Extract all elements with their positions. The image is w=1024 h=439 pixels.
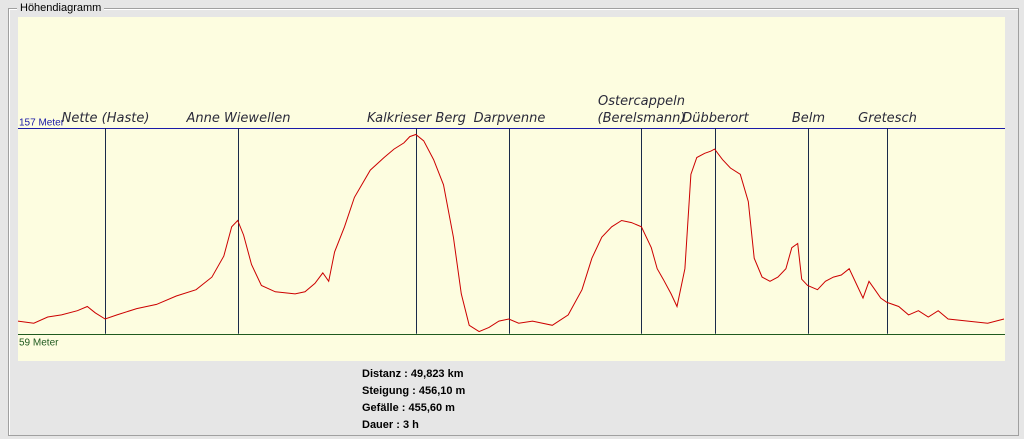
stat-value: 455,60 m: [408, 402, 455, 414]
plot-area: [18, 17, 1005, 361]
stat-value: 49,823 km: [410, 368, 464, 380]
place-label: Darpvenne: [474, 111, 546, 126]
reference-line-label: 157 Meter: [19, 118, 65, 129]
place-label: Belm: [792, 111, 825, 126]
place-label: Kalkrieser Berg: [367, 111, 466, 126]
stat-row-descent: Gefälle : 455,60 m: [362, 402, 455, 414]
reference-line-label: 59 Meter: [19, 338, 59, 349]
route-stats: Distanz : 49,823 km Steigung : 456,10 m …: [362, 366, 465, 434]
place-label: Gretesch: [858, 111, 917, 126]
place-label: Ostercappeln (Berelsmann): [598, 94, 686, 126]
stat-label: Dauer: [362, 419, 394, 431]
stat-row-distance: Distanz : 49,823 km: [362, 368, 464, 380]
stat-label: Steigung: [362, 385, 410, 397]
stat-value: 3 h: [402, 419, 419, 431]
place-label: Anne Wiewellen: [185, 111, 290, 126]
stat-value: 456,10 m: [418, 385, 466, 397]
stat-label: Gefälle: [362, 402, 399, 414]
elevation-groupbox: [8, 8, 1019, 436]
groupbox-title: Höhendiagramm: [17, 2, 105, 14]
stat-label: Distanz: [362, 368, 402, 380]
place-label: Dübberort: [682, 111, 749, 126]
elevation-profile-line: [17, 133, 1005, 333]
place-label: Nette (Haste): [62, 111, 150, 126]
stat-row-ascent: Steigung : 456,10 m: [362, 385, 466, 397]
stat-row-duration: Dauer : 3 h: [362, 419, 419, 431]
